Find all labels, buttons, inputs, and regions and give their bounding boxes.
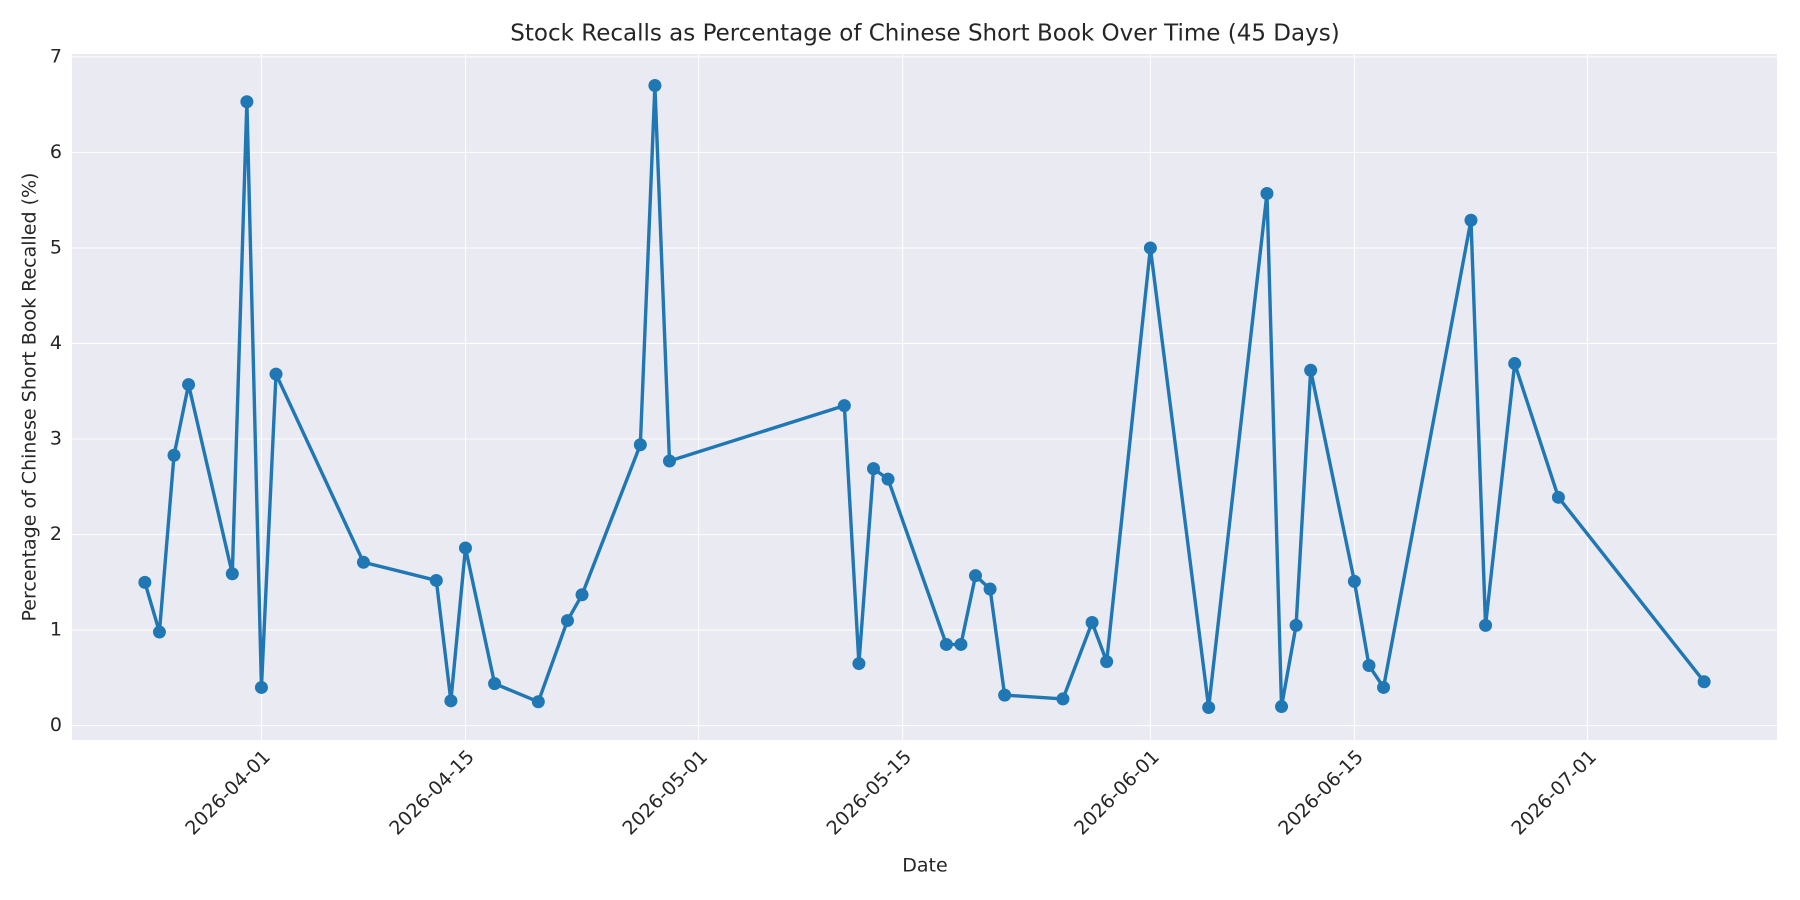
data-point (939, 637, 953, 651)
data-point (1347, 574, 1361, 588)
x-tick-label: 2026-05-15 (822, 746, 916, 840)
data-point (1362, 658, 1376, 672)
y-tick-label: 3 (50, 428, 62, 450)
data-point (1056, 692, 1070, 706)
data-point (429, 573, 443, 587)
x-tick-label: 2026-06-01 (1070, 746, 1164, 840)
data-point (983, 582, 997, 596)
y-tick-label: 7 (50, 45, 62, 67)
data-point (837, 399, 851, 413)
data-point (1551, 490, 1565, 504)
data-point (998, 688, 1012, 702)
data-point (152, 625, 166, 639)
data-point (269, 367, 283, 381)
data-point (1479, 618, 1493, 632)
data-point (866, 462, 880, 476)
data-point (444, 694, 458, 708)
data-point (1377, 680, 1391, 694)
data-point (1697, 675, 1711, 689)
data-point (356, 555, 370, 569)
data-point (881, 472, 895, 486)
data-point (560, 614, 574, 628)
data-point (240, 95, 254, 109)
data-point (969, 569, 983, 583)
data-point (648, 79, 662, 93)
data-point (254, 680, 268, 694)
y-axis-label: Percentage of Chinese Short Book Recalle… (19, 173, 41, 622)
data-point (1464, 213, 1478, 227)
data-point (1202, 701, 1216, 715)
y-tick-label: 1 (50, 619, 62, 641)
x-tick-label: 2026-05-01 (618, 746, 712, 840)
x-tick-label: 2026-06-15 (1274, 746, 1368, 840)
data-point (531, 695, 545, 709)
x-axis-label: Date (902, 855, 947, 877)
y-tick-label: 4 (50, 332, 62, 354)
data-point (182, 378, 196, 392)
data-point (954, 637, 968, 651)
data-point (633, 438, 647, 452)
data-point (1289, 618, 1303, 632)
data-point (662, 454, 676, 468)
x-tick-label: 2026-04-15 (385, 746, 479, 840)
data-point (1275, 700, 1289, 714)
y-tick-label: 0 (50, 714, 62, 736)
chart-title: Stock Recalls as Percentage of Chinese S… (510, 21, 1339, 47)
data-point (1085, 615, 1099, 629)
plot-area (72, 54, 1777, 740)
y-tick-label: 5 (50, 236, 62, 258)
y-tick-label: 6 (50, 141, 62, 163)
data-point (458, 541, 472, 555)
data-point (1100, 655, 1114, 669)
data-point (1143, 241, 1157, 255)
data-point (1508, 357, 1522, 371)
data-point (488, 677, 502, 691)
data-point (167, 448, 181, 462)
x-tick-label: 2026-04-01 (181, 746, 275, 840)
data-point (575, 588, 589, 602)
data-point (1260, 186, 1274, 200)
x-tick-label: 2026-07-01 (1507, 746, 1601, 840)
data-point (138, 575, 152, 589)
data-point (1304, 363, 1318, 377)
data-point (225, 567, 239, 581)
y-tick-label: 2 (50, 523, 62, 545)
data-point (852, 657, 866, 671)
